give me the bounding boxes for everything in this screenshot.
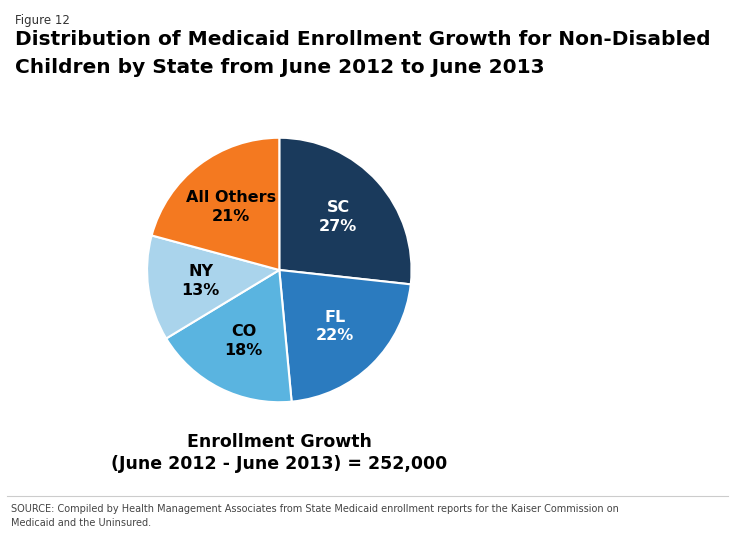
Text: SC
27%: SC 27% [319,200,357,234]
Text: THE HENRY J.: THE HENRY J. [651,505,690,510]
Text: FAMILY: FAMILY [649,528,692,538]
Text: NY
13%: NY 13% [182,264,220,298]
Wedge shape [151,138,279,270]
Text: CO
18%: CO 18% [224,324,262,358]
Wedge shape [279,270,411,402]
Wedge shape [166,270,292,402]
Text: Enrollment Growth: Enrollment Growth [187,433,372,451]
Text: KAISER: KAISER [648,516,693,526]
Wedge shape [279,138,412,284]
Text: FOUNDATION: FOUNDATION [653,541,688,545]
Text: SOURCE: Compiled by Health Management Associates from State Medicaid enrollment : SOURCE: Compiled by Health Management As… [11,504,619,528]
Text: (June 2012 - June 2013) = 252,000: (June 2012 - June 2013) = 252,000 [111,455,448,473]
Text: FL
22%: FL 22% [316,310,354,343]
Text: All Others
21%: All Others 21% [186,190,276,224]
Text: Figure 12: Figure 12 [15,14,70,27]
Text: Children by State from June 2012 to June 2013: Children by State from June 2012 to June… [15,58,545,77]
Wedge shape [147,235,279,338]
Text: Distribution of Medicaid Enrollment Growth for Non-Disabled: Distribution of Medicaid Enrollment Grow… [15,30,710,49]
